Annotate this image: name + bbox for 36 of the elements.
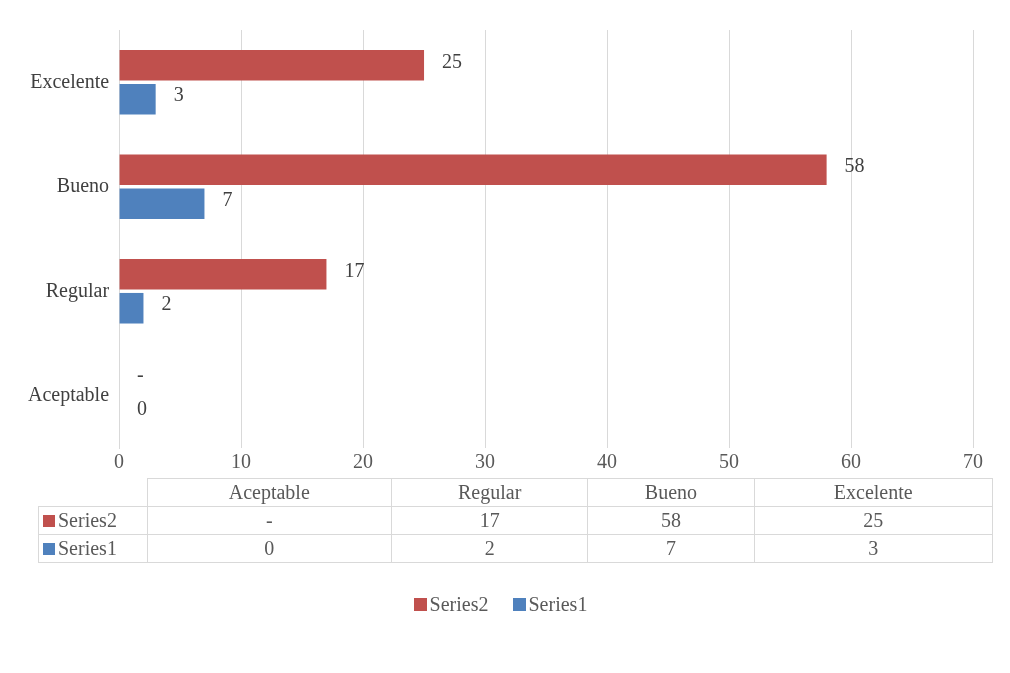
data-label: 58	[844, 154, 865, 177]
x-tick-label: 20	[353, 450, 374, 473]
text: 58	[660, 509, 681, 531]
x-tick-label: 0	[114, 450, 125, 473]
y-tick-label: Aceptable	[27, 383, 110, 406]
y-tick-label: Excelente	[30, 69, 110, 92]
data-label: 25	[442, 49, 463, 72]
text: 25	[863, 509, 884, 531]
data-label: 3	[173, 83, 184, 106]
text: -	[137, 363, 144, 386]
category-label: Aceptable	[228, 481, 310, 503]
text: 2	[484, 537, 495, 559]
category-label: Bueno	[644, 481, 698, 503]
text: 3	[868, 537, 879, 559]
y-tick-label: Regular	[45, 278, 110, 302]
x-tick-label: 10	[231, 450, 252, 473]
text: Series2	[429, 593, 489, 615]
data-label: 7	[222, 187, 233, 210]
text: Series1	[528, 593, 588, 615]
category-label: Regular	[458, 481, 522, 503]
x-tick-label: 40	[597, 450, 618, 473]
text: -	[265, 509, 273, 531]
data-label: 2	[161, 292, 172, 315]
text: 7	[665, 537, 676, 559]
legend-label: Series1	[58, 537, 117, 559]
legend-label: Series2	[58, 509, 117, 531]
x-tick-label: 50	[719, 450, 740, 473]
y-tick-label: Bueno	[56, 174, 110, 196]
data-label: 0	[137, 396, 148, 419]
data-label: 17	[344, 258, 365, 281]
x-tick-label: 60	[841, 450, 862, 473]
x-tick-label: 30	[475, 450, 496, 473]
text: 0	[264, 537, 275, 559]
text: 17	[479, 509, 500, 531]
x-tick-label: 70	[963, 450, 983, 473]
category-label: Excelente	[833, 481, 913, 503]
